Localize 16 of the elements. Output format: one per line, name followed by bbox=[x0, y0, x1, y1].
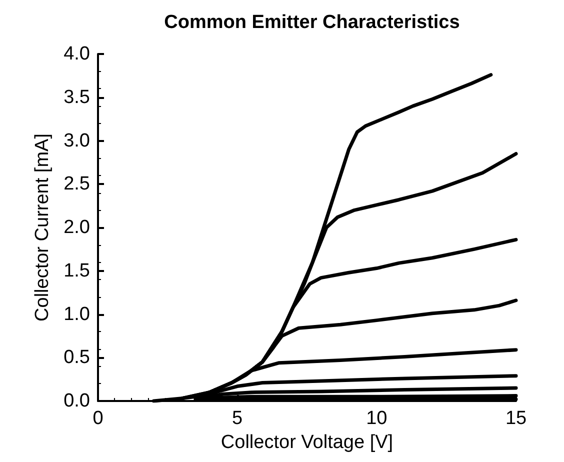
x-axis-title: Collector Voltage [V] bbox=[220, 432, 394, 453]
y-tick-label: 1.5 bbox=[64, 260, 90, 282]
y-axis-title: Collector Current [mA] bbox=[32, 134, 53, 322]
x-tick-label: 0 bbox=[92, 408, 104, 429]
x-tick-label: 15 bbox=[505, 408, 527, 429]
y-tick-label: 0.0 bbox=[64, 390, 90, 412]
y-tick-label: 4.0 bbox=[64, 44, 90, 64]
chart-title: Common Emitter Characteristics bbox=[164, 12, 460, 33]
x-tick-label: 5 bbox=[232, 408, 243, 429]
y-tick-label: 1.0 bbox=[64, 304, 90, 325]
y-tick-label: 3.0 bbox=[64, 130, 90, 152]
y-tick-label: 2.0 bbox=[64, 217, 90, 238]
y-tick-label: 2.5 bbox=[64, 174, 90, 195]
x-tick-label: 10 bbox=[366, 408, 388, 429]
y-tick-label: 0.5 bbox=[64, 347, 90, 368]
y-tick-label: 3.5 bbox=[64, 86, 90, 108]
